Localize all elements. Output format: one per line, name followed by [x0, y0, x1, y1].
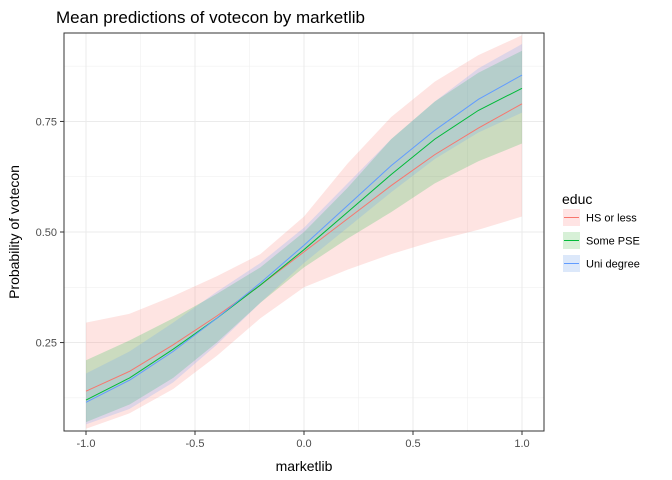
- x-axis-title: marketlib: [276, 458, 333, 474]
- series-lines: [85, 74, 523, 403]
- y-axis-ticks: 0.25 0.50 0.75: [36, 116, 64, 350]
- y-tick-label: 0.50: [36, 227, 57, 239]
- y-tick-label: 0.75: [36, 116, 57, 128]
- chart-title: Mean predictions of votecon by marketlib: [56, 8, 365, 27]
- legend-label-some-pse: Some PSE: [586, 236, 640, 248]
- line-some-pse: [85, 87, 523, 401]
- legend-label-hs-or-less: HS or less: [586, 213, 637, 225]
- legend-label-uni-degree: Uni degree: [586, 259, 640, 271]
- legend: educ HS or less Some PSE Uni degree: [562, 191, 640, 272]
- line-hs-or-less: [85, 103, 523, 392]
- band-uni-degree: [86, 44, 522, 425]
- y-tick-label: 0.25: [36, 338, 57, 350]
- x-tick-label: -1.0: [77, 438, 96, 450]
- x-tick-label: -0.5: [186, 438, 205, 450]
- line-uni-degree: [85, 74, 523, 403]
- x-tick-label: 0.0: [296, 438, 311, 450]
- y-axis-title: Probability of votecon: [6, 165, 22, 299]
- grid: [64, 33, 544, 431]
- x-tick-label: 1.0: [514, 438, 529, 450]
- x-tick-label: 0.5: [405, 438, 420, 450]
- band-some-pse: [86, 50, 522, 423]
- x-axis-ticks: -1.0 -0.5 0.0 0.5 1.0: [77, 431, 530, 450]
- legend-title: educ: [562, 191, 592, 207]
